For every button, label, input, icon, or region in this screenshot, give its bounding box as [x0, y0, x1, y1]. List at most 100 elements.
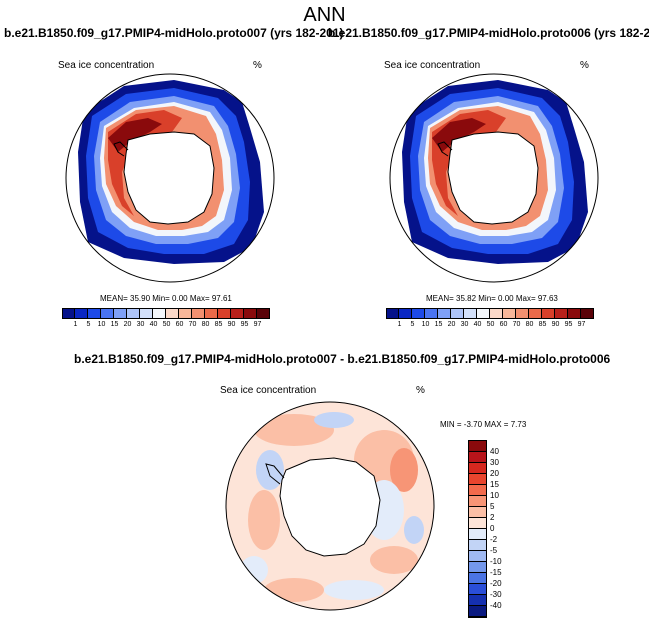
- colorbar-tick-label: 85: [214, 321, 223, 328]
- colorbar-tick-label: -15: [490, 568, 502, 577]
- colorbar-tick-label: 30: [136, 321, 145, 328]
- colorbar-tick-label: 15: [110, 321, 119, 328]
- colorbar-swatch: [257, 309, 270, 318]
- colorbar-tick-label: 30: [460, 321, 469, 328]
- colorbar-swatch: [62, 309, 75, 318]
- colorbar-swatch: [469, 529, 486, 540]
- colorbar-tick-label: 80: [201, 321, 210, 328]
- colorbar-swatch: [542, 309, 555, 318]
- colorbar-tick-label: 5: [86, 321, 91, 328]
- right-case-title: b.e21.B1850.f09_g17.PMIP4-midHolo.proto0…: [328, 26, 649, 40]
- colorbar-tick-label: 50: [162, 321, 171, 328]
- antarctica-continent: [447, 131, 539, 225]
- colorbar-swatch: [153, 309, 166, 318]
- colorbar-tick-label: 10: [490, 491, 499, 500]
- colorbar-tick-label: 97: [577, 321, 586, 328]
- diff-stats: MIN = -3.70 MAX = 7.73: [440, 420, 527, 429]
- colorbar-swatch: [101, 309, 114, 318]
- colorbar-tick-label: 70: [512, 321, 521, 328]
- colorbar-swatch: [140, 309, 153, 318]
- colorbar-swatch: [192, 309, 205, 318]
- diff-units-label: %: [416, 385, 425, 396]
- colorbar-tick-label: 70: [188, 321, 197, 328]
- colorbar-swatch: [469, 518, 486, 529]
- left-units-label: %: [253, 60, 262, 71]
- colorbar-swatch: [469, 606, 486, 617]
- colorbar-tick-label: -5: [490, 546, 498, 555]
- colorbar-tick-label: -20: [490, 579, 502, 588]
- colorbar-tick-label: 10: [421, 321, 430, 328]
- colorbar-tick-label: 85: [538, 321, 547, 328]
- colorbar-tick-label: 15: [434, 321, 443, 328]
- colorbar-tick-label: 40: [473, 321, 482, 328]
- colorbar-swatch: [166, 309, 179, 318]
- colorbar-tick-label: 50: [486, 321, 495, 328]
- colorbar-tick-label: 20: [490, 469, 499, 478]
- colorbar-swatch: [469, 540, 486, 551]
- left-colorbar: [62, 308, 270, 319]
- colorbar-swatch: [469, 562, 486, 573]
- left-variable-label: Sea ice concentration: [58, 60, 155, 71]
- colorbar-tick-label: 10: [97, 321, 106, 328]
- right-units-label: %: [580, 60, 589, 71]
- colorbar-swatch: [469, 584, 486, 595]
- colorbar-swatch: [451, 309, 464, 318]
- colorbar-swatch: [469, 474, 486, 485]
- right-variable-label: Sea ice concentration: [384, 60, 481, 71]
- right-polar-map: [389, 73, 599, 283]
- colorbar-swatch: [386, 309, 399, 318]
- colorbar-tick-label: 20: [447, 321, 456, 328]
- colorbar-tick-label: 20: [123, 321, 132, 328]
- colorbar-tick-label: 90: [551, 321, 560, 328]
- colorbar-tick-label: -10: [490, 557, 502, 566]
- colorbar-tick-label: 2: [490, 513, 495, 522]
- colorbar-tick-label: 0: [490, 524, 495, 533]
- colorbar-swatch: [469, 551, 486, 562]
- diff-title: b.e21.B1850.f09_g17.PMIP4-midHolo.proto0…: [74, 352, 611, 366]
- colorbar-tick-label: 60: [175, 321, 184, 328]
- colorbar-swatch: [516, 309, 529, 318]
- colorbar-swatch: [179, 309, 192, 318]
- colorbar-tick-label: -40: [490, 601, 502, 610]
- colorbar-tick-label: 1: [397, 321, 402, 328]
- colorbar-tick-label: 5: [490, 502, 495, 511]
- colorbar-swatch: [469, 441, 486, 452]
- colorbar-swatch: [127, 309, 140, 318]
- right-stats: MEAN= 35.82 Min= 0.00 Max= 97.63: [426, 294, 558, 303]
- right-colorbar-ticks: 1 5 10 15 20 30 40 50 60 70 80 85 90 95 97: [393, 321, 588, 328]
- antarctic-peninsula: [437, 141, 453, 157]
- diff-variable-label: Sea ice concentration: [220, 385, 317, 396]
- colorbar-swatch: [469, 496, 486, 507]
- colorbar-swatch: [425, 309, 438, 318]
- colorbar-swatch: [88, 309, 101, 318]
- antarctic-peninsula: [265, 463, 285, 485]
- colorbar-tick-label: 80: [525, 321, 534, 328]
- antarctic-peninsula: [113, 141, 129, 157]
- left-polar-map: [65, 73, 275, 283]
- colorbar-swatch: [469, 595, 486, 606]
- colorbar-tick-label: 1: [73, 321, 78, 328]
- colorbar-swatch: [399, 309, 412, 318]
- colorbar-swatch: [529, 309, 542, 318]
- colorbar-swatch: [469, 452, 486, 463]
- colorbar-swatch: [503, 309, 516, 318]
- colorbar-swatch: [469, 485, 486, 496]
- colorbar-swatch: [114, 309, 127, 318]
- colorbar-tick-label: -2: [490, 535, 498, 544]
- colorbar-swatch: [438, 309, 451, 318]
- colorbar-swatch: [469, 573, 486, 584]
- colorbar-swatch: [469, 463, 486, 474]
- diff-colorbar: [468, 440, 487, 618]
- left-stats: MEAN= 35.90 Min= 0.00 Max= 97.61: [100, 294, 232, 303]
- colorbar-swatch: [469, 507, 486, 518]
- colorbar-swatch: [205, 309, 218, 318]
- colorbar-swatch: [490, 309, 503, 318]
- diff-colorbar-ticks: 40 30 20 15 10 5 2 0 -2 -5 -10 -15 -20 -30 -40: [490, 446, 502, 611]
- colorbar-tick-label: 90: [227, 321, 236, 328]
- right-colorbar: [386, 308, 594, 319]
- diff-polar-map: [225, 401, 435, 611]
- colorbar-swatch: [218, 309, 231, 318]
- left-case-title: b.e21.B1850.f09_g17.PMIP4-midHolo.proto0…: [4, 26, 344, 40]
- colorbar-swatch: [75, 309, 88, 318]
- colorbar-tick-label: 40: [490, 447, 499, 456]
